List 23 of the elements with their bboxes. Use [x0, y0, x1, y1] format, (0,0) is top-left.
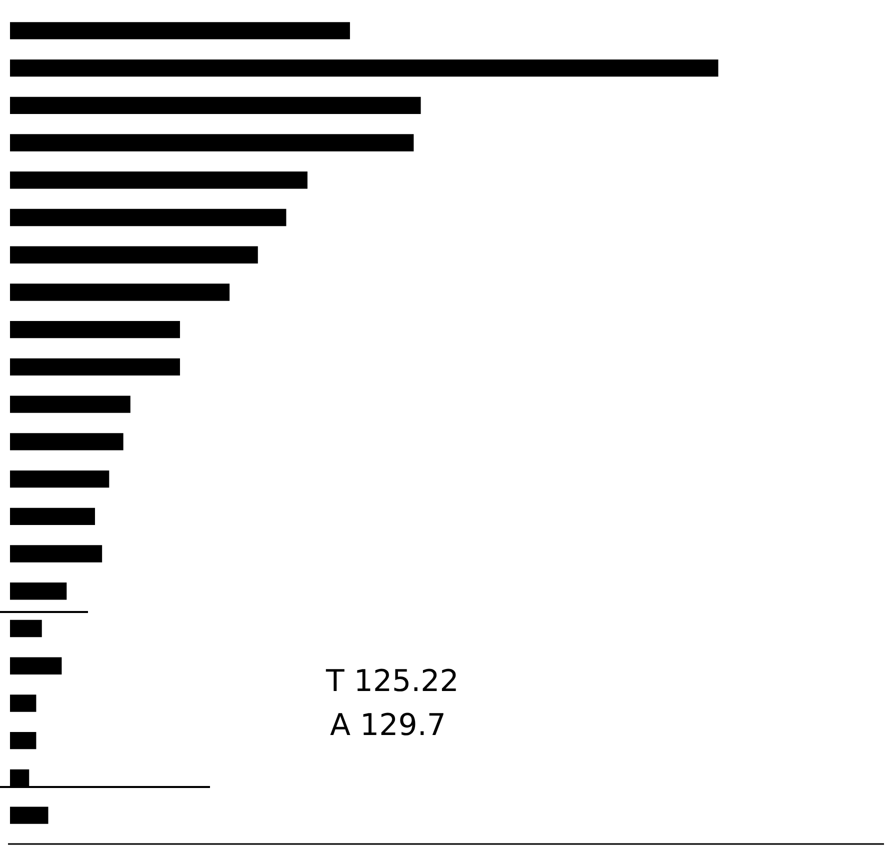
bar [10, 620, 42, 638]
bar [10, 470, 110, 488]
bar [10, 358, 180, 376]
bar [10, 172, 308, 189]
bar [10, 732, 36, 750]
bar [10, 284, 230, 301]
bar [10, 508, 95, 526]
bar [10, 582, 67, 600]
bar [10, 22, 350, 40]
bar [10, 657, 62, 674]
bar [10, 246, 258, 264]
bar [10, 134, 414, 152]
bar [10, 96, 421, 114]
bar [10, 545, 102, 562]
bar [10, 208, 286, 226]
bar [10, 321, 180, 338]
bar [10, 806, 48, 824]
bar [10, 694, 36, 712]
bar [10, 396, 130, 413]
bar [10, 433, 124, 450]
annotation: T 125.22 [326, 664, 459, 699]
bar [10, 59, 718, 77]
annotation: A 129.7 [330, 708, 446, 743]
